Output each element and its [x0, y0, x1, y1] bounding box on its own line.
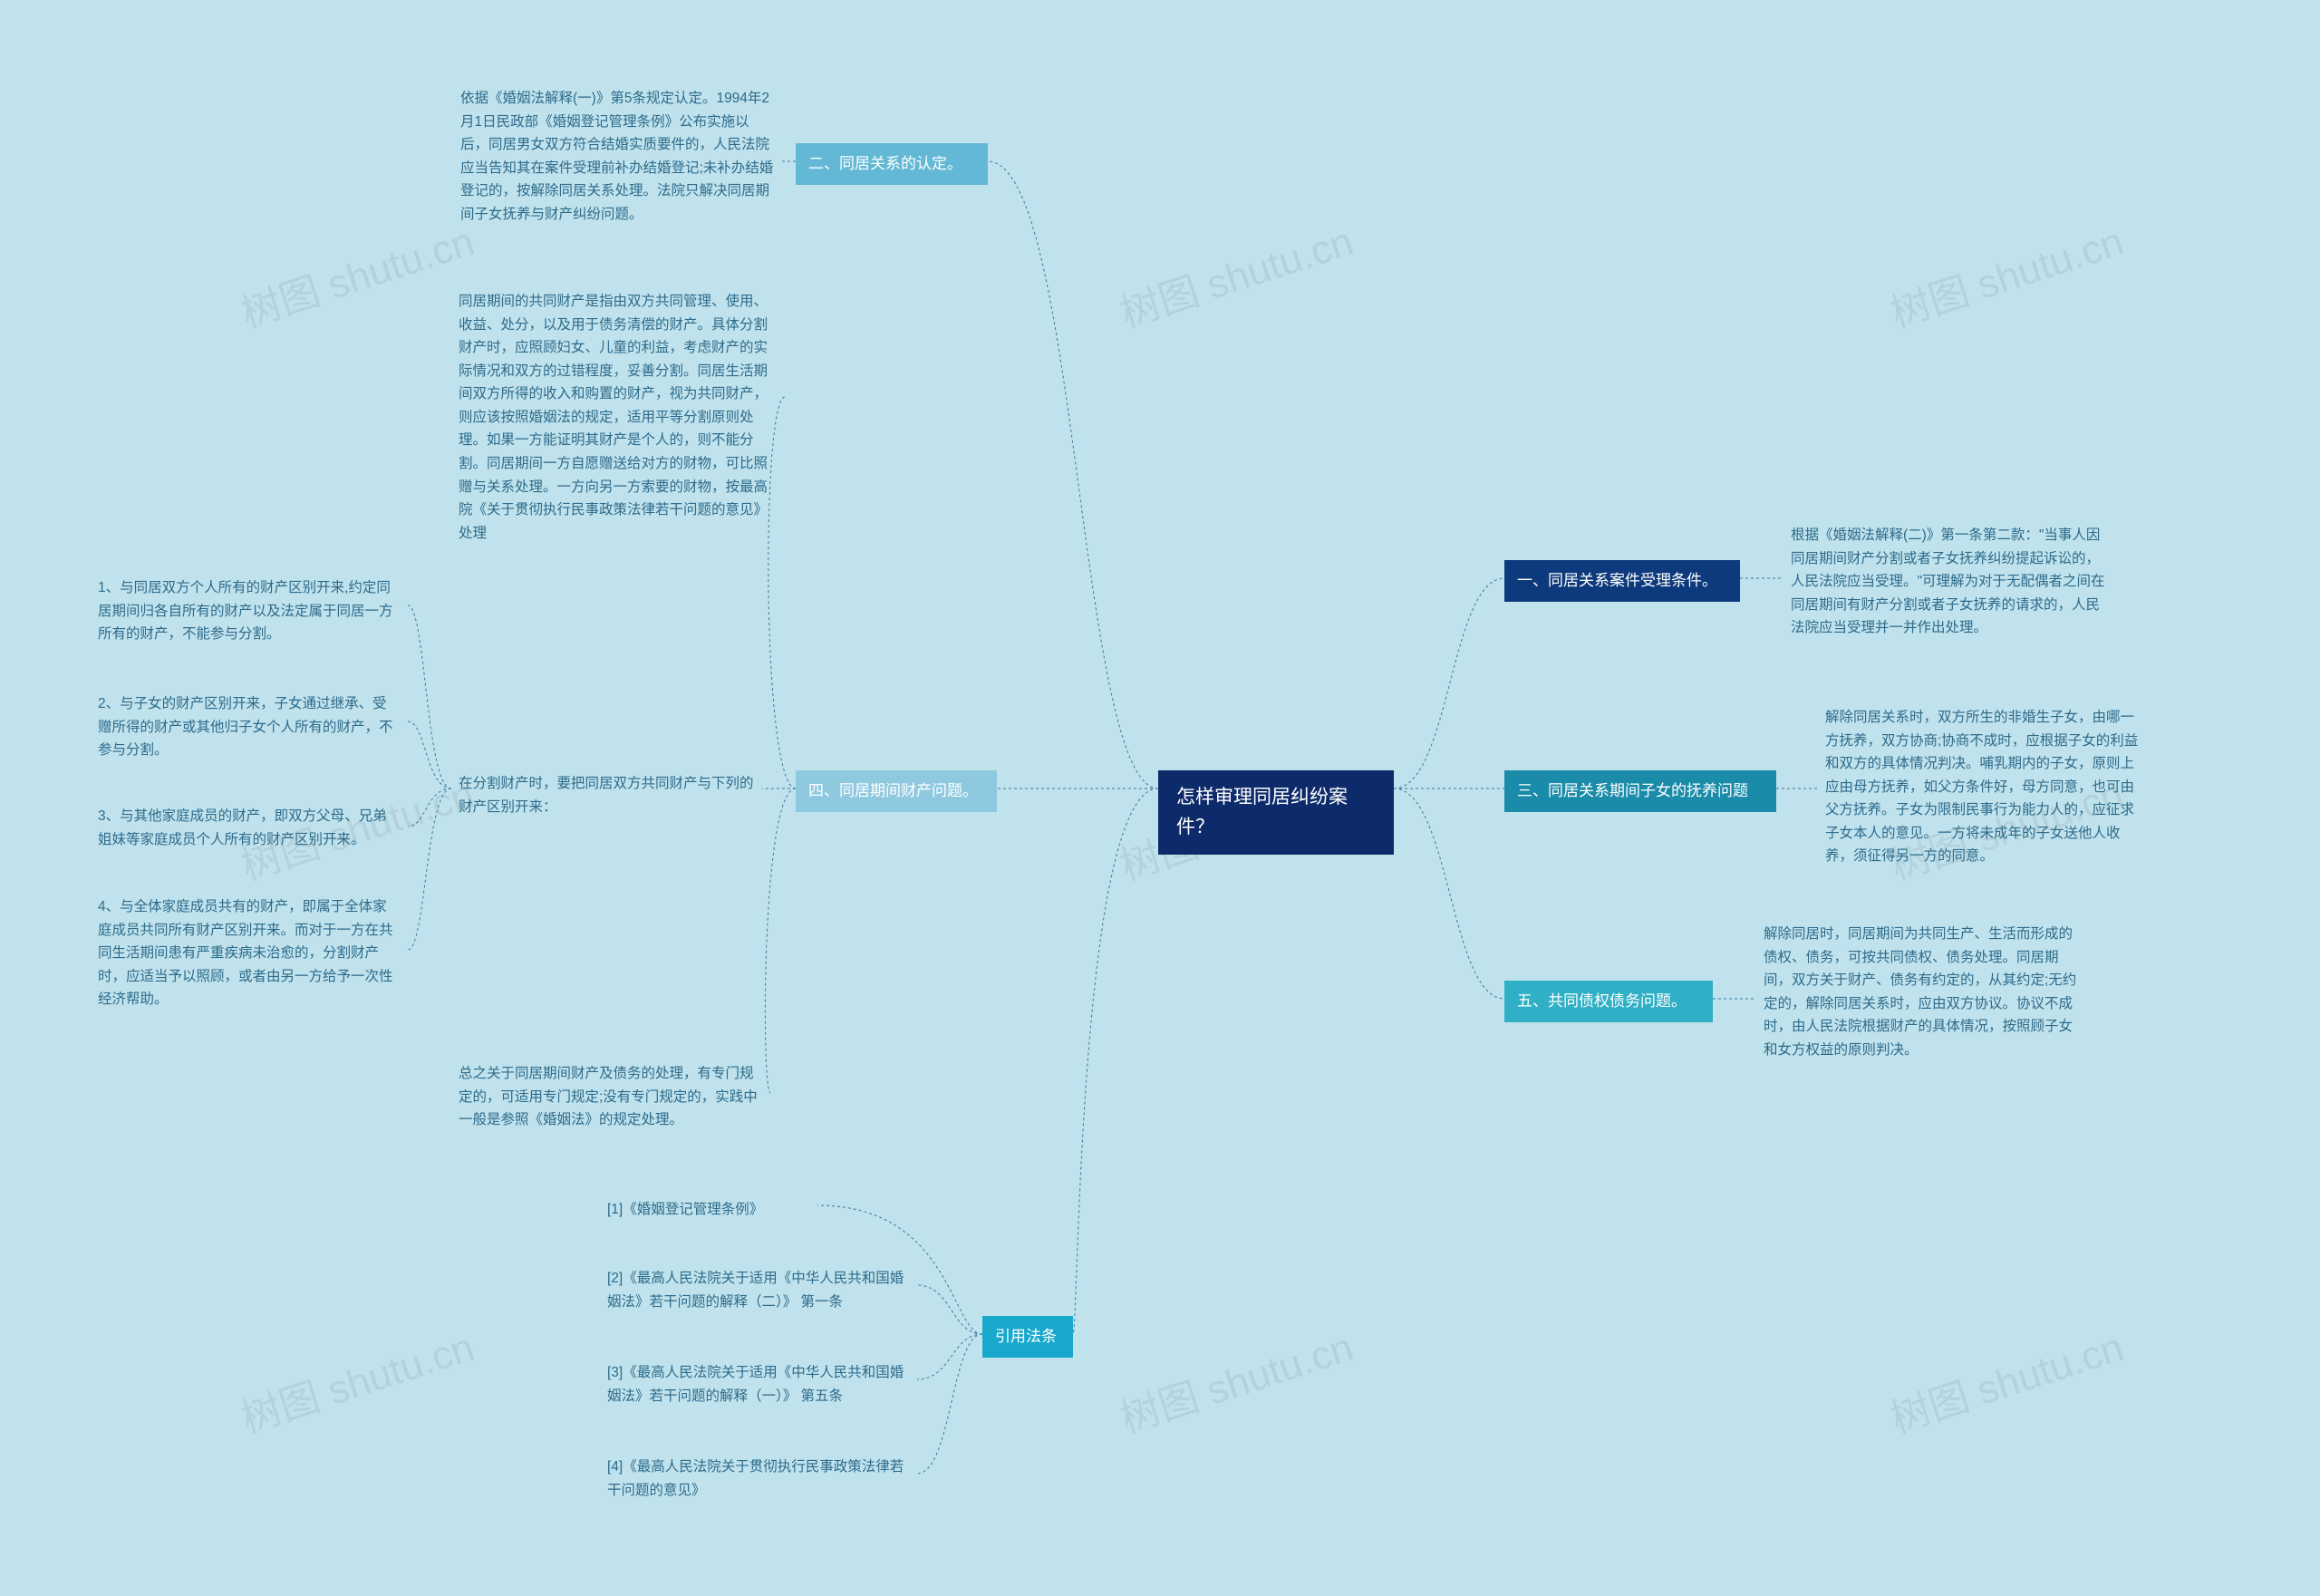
- watermark: 树图 shutu.cn: [1112, 1314, 1359, 1444]
- branch-references[interactable]: 引用法条: [982, 1316, 1073, 1358]
- leaf-property-c3: 总之关于同居期间财产及债务的处理，有专门规定的，可适用专门规定;没有专门规定的，…: [451, 1059, 770, 1136]
- branch-child-custody[interactable]: 三、同居关系期间子女的抚养问题: [1504, 770, 1776, 812]
- watermark: 树图 shutu.cn: [233, 208, 480, 338]
- branch-cohabitation-determination[interactable]: 二、同居关系的认定。: [796, 143, 988, 185]
- watermark: 树图 shutu.cn: [1882, 1314, 2130, 1444]
- leaf-ref-4: [4]《最高人民法院关于贯彻执行民事政策法律若干问题的意见》: [600, 1452, 917, 1505]
- leaf-child-custody: 解除同居关系时，双方所生的非婚生子女，由哪一方抚养，双方协商;协商不成时，应根据…: [1818, 702, 2153, 872]
- watermark: 树图 shutu.cn: [1112, 208, 1359, 338]
- branch-property-issues[interactable]: 四、同居期间财产问题。: [796, 770, 997, 812]
- watermark: 树图 shutu.cn: [233, 1314, 480, 1444]
- branch-case-acceptance[interactable]: 一、同居关系案件受理条件。: [1504, 560, 1740, 602]
- leaf-property-sub2: 2、与子女的财产区别开来，子女通过继承、受赠所得的财产或其他归子女个人所有的财产…: [91, 689, 408, 766]
- root-node[interactable]: 怎样审理同居纠纷案件？: [1158, 770, 1394, 855]
- leaf-joint-debt: 解除同居时，同居期间为共同生产、生活而形成的债权、债务，可按共同债权、债务处理。…: [1756, 919, 2090, 1065]
- leaf-property-sub4: 4、与全体家庭成员共有的财产，即属于全体家庭成员共同所有财产区别开来。而对于一方…: [91, 892, 408, 1015]
- leaf-property-c1: 同居期间的共同财产是指由双方共同管理、使用、收益、处分，以及用于债务清偿的财产。…: [451, 286, 785, 548]
- leaf-property-sub3: 3、与其他家庭成员的财产，即双方父母、兄弟姐妹等家庭成员个人所有的财产区别开来。: [91, 801, 408, 855]
- leaf-cohabitation-determination: 依据《婚姻法解释(一)》第5条规定认定。1994年2月1日民政部《婚姻登记管理条…: [453, 83, 781, 229]
- leaf-property-sub1: 1、与同居双方个人所有的财产区别开来,约定同居期间归各自所有的财产以及法定属于同…: [91, 573, 408, 650]
- leaf-ref-3: [3]《最高人民法院关于适用《中华人民共和国婚姻法》若干问题的解释（一）》 第五…: [600, 1358, 917, 1411]
- leaf-case-acceptance: 根据《婚姻法解释(二)》第一条第二款："当事人因同居期间财产分割或者子女抚养纠纷…: [1784, 520, 2121, 643]
- leaf-property-c2: 在分割财产时，要把同居双方共同财产与下列的财产区别开来：: [451, 769, 763, 822]
- leaf-ref-2: [2]《最高人民法院关于适用《中华人民共和国婚姻法》若干问题的解释（二）》 第一…: [600, 1263, 917, 1317]
- watermark: 树图 shutu.cn: [1882, 208, 2130, 338]
- branch-joint-debt[interactable]: 五、共同债权债务问题。: [1504, 981, 1713, 1022]
- leaf-ref-1: [1]《婚姻登记管理条例》: [600, 1195, 817, 1225]
